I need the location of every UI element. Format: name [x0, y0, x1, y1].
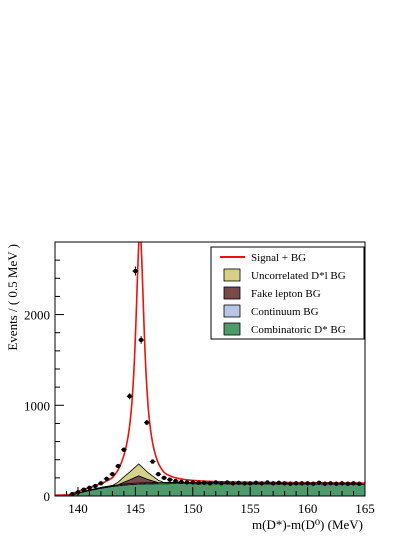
- data-point: [143, 419, 150, 426]
- data-point: [321, 481, 328, 486]
- data-point: [115, 463, 122, 469]
- data-point: [310, 481, 317, 486]
- data-point: [258, 481, 265, 486]
- data-point: [304, 481, 311, 486]
- data-point: [218, 481, 225, 486]
- data-point: [80, 487, 87, 492]
- data-point: [92, 483, 99, 489]
- svg-text:Fake lepton BG: Fake lepton BG: [251, 288, 321, 300]
- y-axis-ticks: 0 1000 2000: [24, 241, 64, 504]
- data-point: [253, 480, 259, 486]
- data-point: [69, 491, 76, 497]
- data-point: [224, 480, 231, 485]
- data-point: [161, 475, 167, 481]
- background-components: [55, 463, 365, 496]
- data-point: [241, 481, 248, 486]
- data-point: [212, 480, 219, 485]
- data-point: [155, 472, 162, 477]
- y-tick-label: 1000: [24, 398, 50, 413]
- combinatoric-bg-area: [55, 483, 365, 496]
- y-tick-label: 0: [44, 489, 51, 504]
- data-point: [103, 476, 110, 481]
- y-axis-label: Events / ( 0.5 MeV ): [5, 244, 20, 351]
- data-point: [356, 481, 363, 486]
- legend-entry: Combinatoric D* BG: [223, 322, 346, 336]
- data-point: [333, 481, 340, 486]
- data-point: [287, 481, 294, 486]
- data-point: [339, 481, 345, 486]
- data-point: [86, 485, 93, 491]
- data-point: [247, 481, 254, 486]
- uncorrelated-bg-area: [55, 463, 365, 496]
- data-point: [293, 481, 299, 486]
- data-point: [98, 481, 104, 486]
- x-axis-label: m(D*)-m(D⁰) (MeV): [252, 517, 363, 532]
- x-tick-label: 165: [355, 501, 375, 516]
- legend-entry: Continuum BG: [223, 304, 319, 318]
- data-point: [281, 481, 288, 486]
- data-point: [230, 481, 236, 486]
- legend-entry: Fake lepton BG: [223, 286, 321, 300]
- data-point: [126, 393, 133, 400]
- x-tick-label: 140: [68, 501, 88, 516]
- data-point: [350, 481, 357, 486]
- x-tick-label: 145: [126, 501, 146, 516]
- data-point: [316, 480, 322, 486]
- svg-text:Signal + BG: Signal + BG: [251, 252, 306, 264]
- svg-text:Combinatoric D* BG: Combinatoric D* BG: [251, 324, 346, 336]
- x-tick-label: 150: [183, 501, 203, 516]
- data-point: [184, 480, 190, 485]
- data-point: [189, 480, 196, 485]
- data-point: [298, 481, 305, 486]
- data-point: [344, 481, 351, 486]
- legend-entry: Signal + BG: [220, 252, 306, 264]
- data-point: [149, 459, 156, 464]
- legend-entry: Uncorrelated D*l BG: [223, 268, 346, 282]
- data-point: [178, 479, 185, 485]
- y-tick-label: 2000: [24, 308, 50, 323]
- svg-text:Continuum BG: Continuum BG: [251, 306, 319, 318]
- data-point: [138, 336, 144, 344]
- data-point: [327, 481, 334, 486]
- x-tick-label: 160: [298, 501, 318, 516]
- data-point: [201, 480, 208, 486]
- data-point: [270, 481, 277, 486]
- data-points-group: [69, 266, 363, 497]
- data-point: [172, 478, 179, 484]
- svg-text:Uncorrelated D*l BG: Uncorrelated D*l BG: [251, 270, 346, 282]
- data-point: [235, 480, 242, 486]
- data-point: [109, 472, 116, 477]
- data-point: [195, 480, 202, 486]
- data-point: [166, 477, 173, 482]
- x-axis-ticks: 140 145 150 155 160 165: [54, 487, 375, 516]
- data-point: [276, 480, 282, 486]
- data-point: [132, 266, 139, 276]
- data-point: [207, 481, 213, 486]
- data-point: [121, 447, 127, 452]
- legend: Signal + BG Uncorrelated D*l BG Fake lepto…: [210, 246, 365, 340]
- data-point: [264, 480, 271, 485]
- x-tick-label: 155: [240, 501, 260, 516]
